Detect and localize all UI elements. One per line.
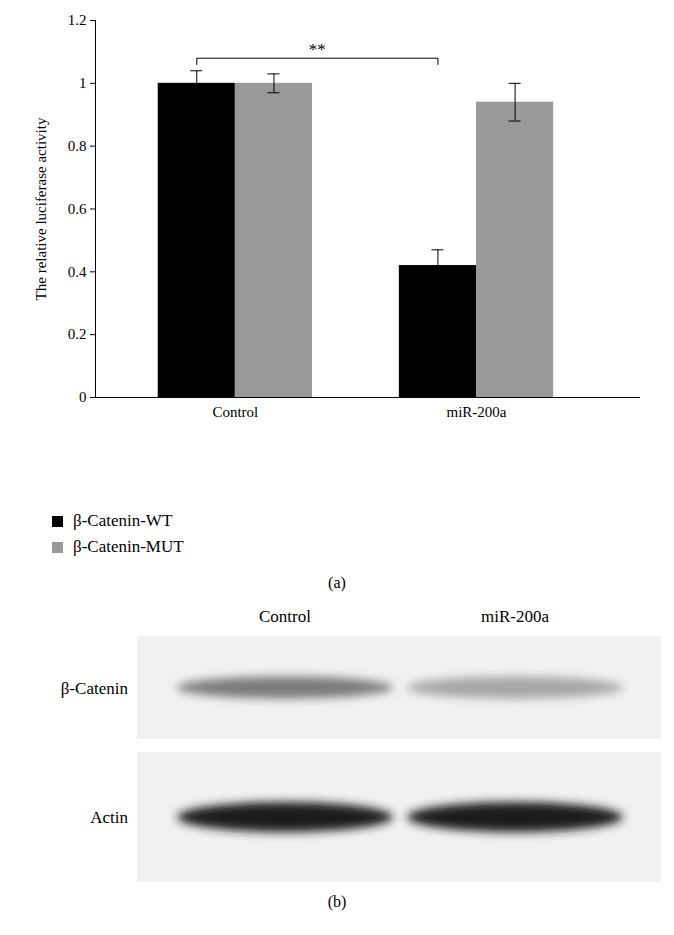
svg-text:Control: Control: [259, 607, 311, 626]
html-text:(a): (a): [328, 574, 346, 591]
svg-text:β-Catenin: β-Catenin: [61, 679, 129, 698]
svg-text:0.4: 0.4: [68, 264, 87, 280]
svg-text:0.8: 0.8: [68, 138, 87, 154]
html-text:β-Catenin-MUT: β-Catenin-MUT: [73, 537, 184, 556]
svg-text:0.6: 0.6: [68, 201, 87, 217]
svg-text:The relative luciferase activi: The relative luciferase activity: [33, 117, 49, 300]
svg-text:0.2: 0.2: [68, 326, 87, 342]
svg-text:Control: Control: [212, 404, 258, 420]
svg-text:1.2: 1.2: [68, 12, 87, 28]
svg-text:**: **: [309, 40, 326, 59]
svg-text:0: 0: [79, 389, 87, 405]
svg-text:1: 1: [79, 75, 87, 91]
svg-text:Actin: Actin: [90, 808, 128, 827]
svg-text:miR-200a: miR-200a: [447, 404, 507, 420]
svg-text:miR-200a: miR-200a: [481, 607, 549, 626]
html-text:β-Catenin-WT: β-Catenin-WT: [73, 511, 173, 530]
html-text:(b): (b): [327, 893, 347, 910]
